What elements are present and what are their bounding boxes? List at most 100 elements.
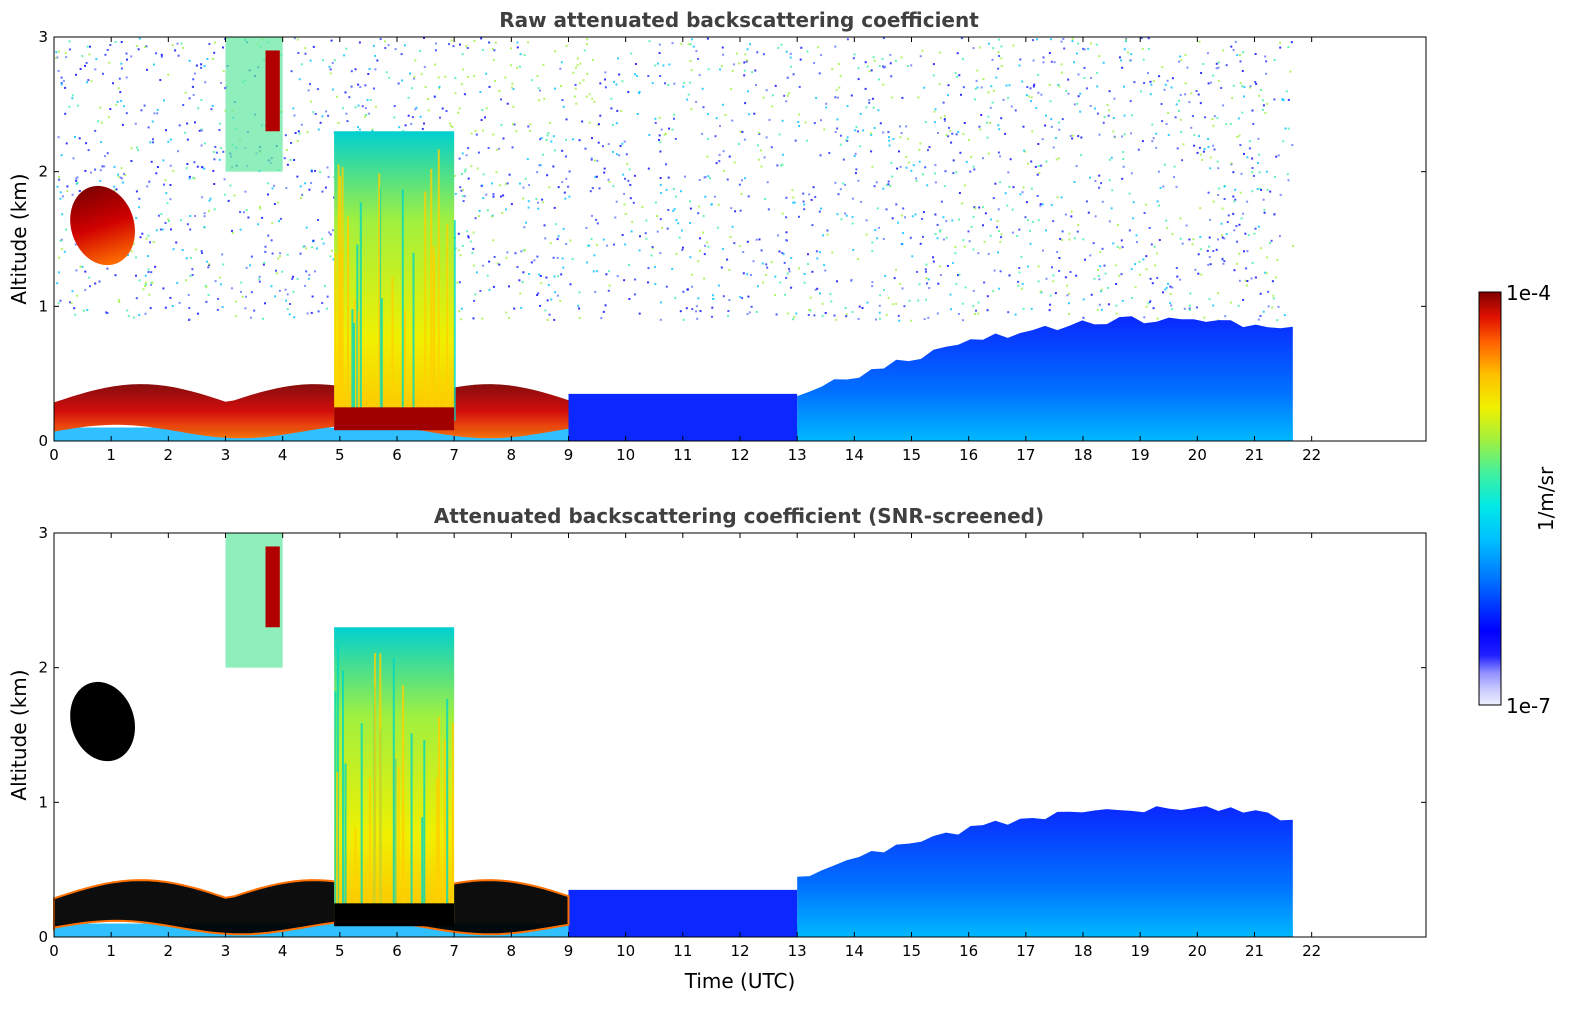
noise-speck (450, 39, 453, 42)
noise-speck (712, 297, 715, 300)
noise-speck (420, 73, 423, 76)
noise-speck (1208, 236, 1211, 239)
noise-speck (990, 218, 992, 221)
noise-speck (1230, 162, 1233, 165)
noise-speck (890, 75, 893, 78)
noise-speck (1036, 173, 1039, 176)
noise-speck (1162, 291, 1164, 294)
noise-speck (427, 109, 430, 112)
noise-speck (845, 214, 848, 217)
noise-speck (177, 150, 180, 153)
noise-speck (1049, 38, 1052, 41)
noise-speck (623, 203, 626, 206)
noise-speck (749, 43, 752, 46)
noise-speck (544, 309, 547, 312)
noise-speck (414, 108, 417, 111)
noise-speck (1107, 286, 1109, 289)
noise-speck (1147, 72, 1149, 75)
noise-speck (286, 293, 289, 296)
noise-speck (486, 209, 489, 212)
noise-speck (1281, 98, 1284, 101)
noise-speck (762, 96, 765, 99)
noise-speck (798, 113, 801, 116)
noise-speck (138, 206, 140, 209)
noise-speck (552, 135, 555, 138)
noise-speck (706, 241, 709, 244)
noise-speck (1065, 90, 1068, 92)
noise-speck (936, 237, 939, 240)
noise-speck (654, 201, 657, 204)
noise-speck (604, 86, 607, 89)
noise-speck (1036, 194, 1039, 197)
noise-speck (784, 293, 786, 296)
noise-speck (125, 76, 128, 79)
noise-speck (1209, 156, 1212, 159)
noise-speck (707, 68, 710, 71)
noise-speck (1068, 292, 1070, 295)
noise-speck (434, 49, 437, 52)
noise-speck (163, 183, 165, 186)
noise-speck (169, 138, 172, 141)
noise-speck (467, 235, 470, 238)
noise-speck (327, 176, 330, 178)
noise-speck (997, 151, 1000, 154)
noise-speck (1061, 118, 1064, 121)
noise-speck (730, 207, 733, 210)
noise-speck (814, 288, 817, 291)
noise-speck (789, 56, 792, 59)
noise-speck (1045, 160, 1048, 163)
noise-speck (932, 63, 935, 66)
noise-speck (1233, 200, 1236, 203)
noise-speck (1000, 233, 1003, 236)
noise-speck (689, 207, 692, 210)
noise-speck (1060, 40, 1063, 43)
noise-speck (176, 281, 179, 284)
noise-speck (167, 73, 170, 76)
noise-speck (932, 256, 934, 259)
noise-speck (691, 273, 694, 276)
noise-speck (992, 47, 995, 50)
noise-speck (519, 65, 521, 68)
noise-speck (949, 129, 952, 132)
noise-speck (186, 163, 189, 165)
noise-speck (1179, 278, 1182, 281)
noise-speck (808, 193, 811, 196)
noise-speck (923, 86, 926, 89)
noise-speck (679, 310, 682, 313)
noise-speck (1156, 276, 1159, 279)
noise-speck (780, 164, 783, 167)
noise-speck (565, 177, 568, 180)
noise-speck (903, 305, 906, 308)
noise-speck (135, 190, 138, 193)
noise-speck (194, 248, 197, 251)
noise-speck (1143, 316, 1146, 319)
noise-speck (1164, 288, 1167, 291)
noise-speck (889, 53, 892, 56)
noise-speck (462, 200, 465, 203)
noise-speck (512, 105, 515, 108)
noise-speck (1199, 235, 1202, 238)
noise-speck (297, 130, 300, 133)
noise-speck (803, 281, 806, 284)
noise-speck (987, 252, 990, 255)
noise-speck (1069, 271, 1072, 273)
noise-speck (1171, 286, 1174, 289)
noise-speck (539, 164, 542, 167)
noise-speck (1036, 38, 1038, 41)
noise-speck (1190, 92, 1193, 95)
noise-speck (946, 265, 949, 267)
noise-speck (306, 131, 309, 134)
noise-speck (327, 114, 330, 117)
noise-speck (333, 59, 336, 62)
noise-speck (312, 111, 315, 114)
noise-speck (1216, 160, 1219, 163)
noise-speck (61, 195, 64, 198)
noise-speck (204, 81, 207, 84)
noise-speck (60, 154, 63, 157)
noise-speck (1273, 213, 1276, 216)
noise-speck (785, 216, 788, 219)
noise-speck (1242, 298, 1245, 301)
noise-speck (868, 101, 871, 104)
noise-speck (750, 305, 753, 308)
noise-speck (745, 60, 748, 63)
